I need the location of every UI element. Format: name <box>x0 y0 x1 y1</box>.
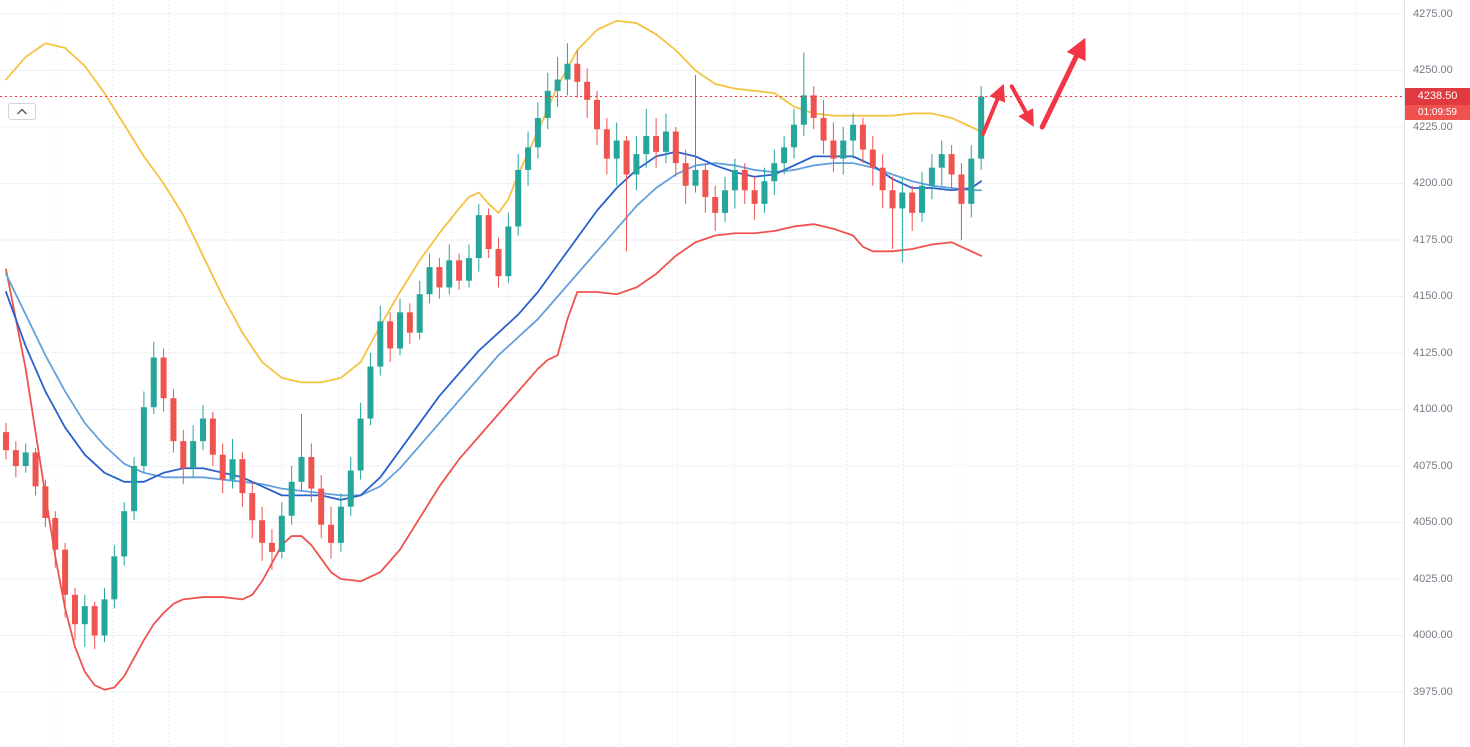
price-axis-label: 4000.00 <box>1413 629 1453 641</box>
drawn-arrow[interactable] <box>1009 84 1034 127</box>
price-axis-label: 4175.00 <box>1413 233 1453 246</box>
last-price-value: 4238.50 <box>1417 89 1458 102</box>
drawn-arrow[interactable] <box>1039 37 1086 130</box>
price-axis-label: 4150.00 <box>1413 290 1453 302</box>
grid-layer <box>0 0 1404 747</box>
price-axis-label: 4125.00 <box>1413 346 1453 359</box>
price-axis-label: 4100.00 <box>1413 403 1453 415</box>
bar-countdown-label: 01:09:59 <box>1405 104 1470 120</box>
indicator-lines <box>5 19 983 691</box>
bollinger-upper <box>5 19 983 384</box>
last-price-label: 4238.50 <box>1405 87 1470 105</box>
price-axis-label: 4025.00 <box>1413 572 1453 585</box>
price-axis-label: 4075.00 <box>1413 459 1453 472</box>
pane-collapse-button[interactable] <box>8 103 36 120</box>
bollinger-lower <box>5 223 983 691</box>
ma-slow <box>5 162 983 497</box>
price-axis-label: 4050.00 <box>1413 516 1453 528</box>
chevron-up-icon <box>16 108 28 115</box>
price-arrow-annotations[interactable] <box>981 37 1086 136</box>
price-axis-label: 4250.00 <box>1413 64 1453 76</box>
drawn-arrow[interactable] <box>981 83 1006 136</box>
price-axis-label: 4225.00 <box>1413 120 1453 133</box>
price-axis-label: 3975.00 <box>1413 685 1453 698</box>
price-axis-label: 4275.00 <box>1413 7 1453 20</box>
candles-layer <box>3 43 985 650</box>
ma-fast <box>5 150 983 501</box>
bar-countdown-value: 01:09:59 <box>1418 106 1457 118</box>
price-axis-label: 4200.00 <box>1413 177 1453 189</box>
price-axis[interactable]: 4275.00 4250.00 4225.00 4200.00 4175.00 4150.… <box>1404 0 1470 747</box>
